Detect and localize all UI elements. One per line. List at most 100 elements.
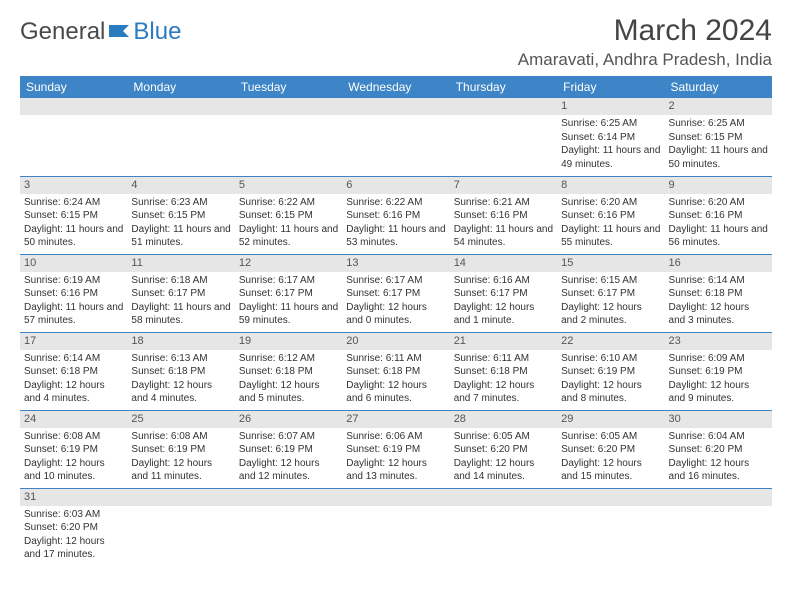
- daylight-text: Daylight: 11 hours and 54 minutes.: [454, 223, 553, 250]
- day-details: Sunrise: 6:20 AMSunset: 6:16 PMDaylight:…: [665, 194, 772, 252]
- daylight-text: Daylight: 12 hours and 4 minutes.: [131, 379, 230, 406]
- day-number: [665, 489, 772, 506]
- calendar-day-cell: 3Sunrise: 6:24 AMSunset: 6:15 PMDaylight…: [20, 176, 127, 254]
- sunrise-text: Sunrise: 6:22 AM: [346, 196, 445, 210]
- day-number: 26: [235, 411, 342, 428]
- sunset-text: Sunset: 6:19 PM: [131, 443, 230, 457]
- day-number: [342, 489, 449, 506]
- calendar-week-row: 31Sunrise: 6:03 AMSunset: 6:20 PMDayligh…: [20, 488, 772, 566]
- day-details: Sunrise: 6:23 AMSunset: 6:15 PMDaylight:…: [127, 194, 234, 252]
- day-number: 14: [450, 255, 557, 272]
- calendar-day-cell: 19Sunrise: 6:12 AMSunset: 6:18 PMDayligh…: [235, 332, 342, 410]
- daylight-text: Daylight: 12 hours and 0 minutes.: [346, 301, 445, 328]
- sunrise-text: Sunrise: 6:14 AM: [669, 274, 768, 288]
- day-number: 25: [127, 411, 234, 428]
- sunrise-text: Sunrise: 6:08 AM: [131, 430, 230, 444]
- calendar-week-row: 3Sunrise: 6:24 AMSunset: 6:15 PMDaylight…: [20, 176, 772, 254]
- day-details: Sunrise: 6:06 AMSunset: 6:19 PMDaylight:…: [342, 428, 449, 486]
- day-details: Sunrise: 6:10 AMSunset: 6:19 PMDaylight:…: [557, 350, 664, 408]
- daylight-text: Daylight: 12 hours and 5 minutes.: [239, 379, 338, 406]
- calendar-week-row: 24Sunrise: 6:08 AMSunset: 6:19 PMDayligh…: [20, 410, 772, 488]
- day-details: Sunrise: 6:19 AMSunset: 6:16 PMDaylight:…: [20, 272, 127, 330]
- sunset-text: Sunset: 6:18 PM: [669, 287, 768, 301]
- header: GeneralBlue March 2024 Amaravati, Andhra…: [20, 14, 772, 70]
- day-number: 9: [665, 177, 772, 194]
- daylight-text: Daylight: 11 hours and 56 minutes.: [669, 223, 768, 250]
- day-details: Sunrise: 6:05 AMSunset: 6:20 PMDaylight:…: [450, 428, 557, 486]
- day-number: 12: [235, 255, 342, 272]
- calendar-day-cell: 2Sunrise: 6:25 AMSunset: 6:15 PMDaylight…: [665, 98, 772, 176]
- weekday-header: Wednesday: [342, 76, 449, 98]
- day-number: 15: [557, 255, 664, 272]
- calendar-day-cell: [127, 98, 234, 176]
- calendar-day-cell: 6Sunrise: 6:22 AMSunset: 6:16 PMDaylight…: [342, 176, 449, 254]
- day-number: 11: [127, 255, 234, 272]
- day-details: Sunrise: 6:11 AMSunset: 6:18 PMDaylight:…: [450, 350, 557, 408]
- day-details: Sunrise: 6:22 AMSunset: 6:15 PMDaylight:…: [235, 194, 342, 252]
- day-number: 4: [127, 177, 234, 194]
- sunrise-text: Sunrise: 6:09 AM: [669, 352, 768, 366]
- daylight-text: Daylight: 11 hours and 57 minutes.: [24, 301, 123, 328]
- sunrise-text: Sunrise: 6:24 AM: [24, 196, 123, 210]
- sunset-text: Sunset: 6:17 PM: [454, 287, 553, 301]
- day-details: Sunrise: 6:24 AMSunset: 6:15 PMDaylight:…: [20, 194, 127, 252]
- calendar-day-cell: 30Sunrise: 6:04 AMSunset: 6:20 PMDayligh…: [665, 410, 772, 488]
- calendar-day-cell: 17Sunrise: 6:14 AMSunset: 6:18 PMDayligh…: [20, 332, 127, 410]
- month-title: March 2024: [518, 14, 772, 48]
- sunrise-text: Sunrise: 6:13 AM: [131, 352, 230, 366]
- day-details: Sunrise: 6:25 AMSunset: 6:15 PMDaylight:…: [665, 115, 772, 173]
- calendar-day-cell: [342, 98, 449, 176]
- daylight-text: Daylight: 12 hours and 17 minutes.: [24, 535, 123, 562]
- day-number: 2: [665, 98, 772, 115]
- daylight-text: Daylight: 12 hours and 2 minutes.: [561, 301, 660, 328]
- daylight-text: Daylight: 11 hours and 51 minutes.: [131, 223, 230, 250]
- daylight-text: Daylight: 11 hours and 52 minutes.: [239, 223, 338, 250]
- sunset-text: Sunset: 6:20 PM: [24, 521, 123, 535]
- daylight-text: Daylight: 12 hours and 16 minutes.: [669, 457, 768, 484]
- weekday-header: Friday: [557, 76, 664, 98]
- sunset-text: Sunset: 6:17 PM: [346, 287, 445, 301]
- flag-icon: [109, 23, 131, 39]
- sunrise-text: Sunrise: 6:17 AM: [346, 274, 445, 288]
- calendar-day-cell: 27Sunrise: 6:06 AMSunset: 6:19 PMDayligh…: [342, 410, 449, 488]
- daylight-text: Daylight: 11 hours and 50 minutes.: [669, 144, 768, 171]
- daylight-text: Daylight: 12 hours and 8 minutes.: [561, 379, 660, 406]
- sunrise-text: Sunrise: 6:06 AM: [346, 430, 445, 444]
- day-number: 16: [665, 255, 772, 272]
- day-number: [127, 489, 234, 506]
- calendar-day-cell: 23Sunrise: 6:09 AMSunset: 6:19 PMDayligh…: [665, 332, 772, 410]
- sunrise-text: Sunrise: 6:21 AM: [454, 196, 553, 210]
- calendar-day-cell: 7Sunrise: 6:21 AMSunset: 6:16 PMDaylight…: [450, 176, 557, 254]
- day-details: Sunrise: 6:17 AMSunset: 6:17 PMDaylight:…: [235, 272, 342, 330]
- calendar-day-cell: 20Sunrise: 6:11 AMSunset: 6:18 PMDayligh…: [342, 332, 449, 410]
- sunset-text: Sunset: 6:19 PM: [561, 365, 660, 379]
- sunrise-text: Sunrise: 6:20 AM: [669, 196, 768, 210]
- day-details: Sunrise: 6:16 AMSunset: 6:17 PMDaylight:…: [450, 272, 557, 330]
- sunset-text: Sunset: 6:16 PM: [346, 209, 445, 223]
- day-number: 30: [665, 411, 772, 428]
- day-details: Sunrise: 6:07 AMSunset: 6:19 PMDaylight:…: [235, 428, 342, 486]
- sunset-text: Sunset: 6:20 PM: [454, 443, 553, 457]
- brand-part1: General: [20, 18, 105, 46]
- sunset-text: Sunset: 6:19 PM: [346, 443, 445, 457]
- location: Amaravati, Andhra Pradesh, India: [518, 50, 772, 70]
- day-number: 6: [342, 177, 449, 194]
- calendar-day-cell: 8Sunrise: 6:20 AMSunset: 6:16 PMDaylight…: [557, 176, 664, 254]
- daylight-text: Daylight: 12 hours and 1 minute.: [454, 301, 553, 328]
- daylight-text: Daylight: 12 hours and 15 minutes.: [561, 457, 660, 484]
- day-number: [450, 98, 557, 115]
- calendar-week-row: 10Sunrise: 6:19 AMSunset: 6:16 PMDayligh…: [20, 254, 772, 332]
- calendar-week-row: 1Sunrise: 6:25 AMSunset: 6:14 PMDaylight…: [20, 98, 772, 176]
- calendar-day-cell: 12Sunrise: 6:17 AMSunset: 6:17 PMDayligh…: [235, 254, 342, 332]
- sunset-text: Sunset: 6:15 PM: [239, 209, 338, 223]
- sunrise-text: Sunrise: 6:04 AM: [669, 430, 768, 444]
- sunrise-text: Sunrise: 6:15 AM: [561, 274, 660, 288]
- sunset-text: Sunset: 6:19 PM: [239, 443, 338, 457]
- calendar-day-cell: 15Sunrise: 6:15 AMSunset: 6:17 PMDayligh…: [557, 254, 664, 332]
- day-details: Sunrise: 6:13 AMSunset: 6:18 PMDaylight:…: [127, 350, 234, 408]
- sunset-text: Sunset: 6:16 PM: [24, 287, 123, 301]
- calendar-day-cell: 5Sunrise: 6:22 AMSunset: 6:15 PMDaylight…: [235, 176, 342, 254]
- calendar-day-cell: 13Sunrise: 6:17 AMSunset: 6:17 PMDayligh…: [342, 254, 449, 332]
- daylight-text: Daylight: 12 hours and 10 minutes.: [24, 457, 123, 484]
- daylight-text: Daylight: 11 hours and 58 minutes.: [131, 301, 230, 328]
